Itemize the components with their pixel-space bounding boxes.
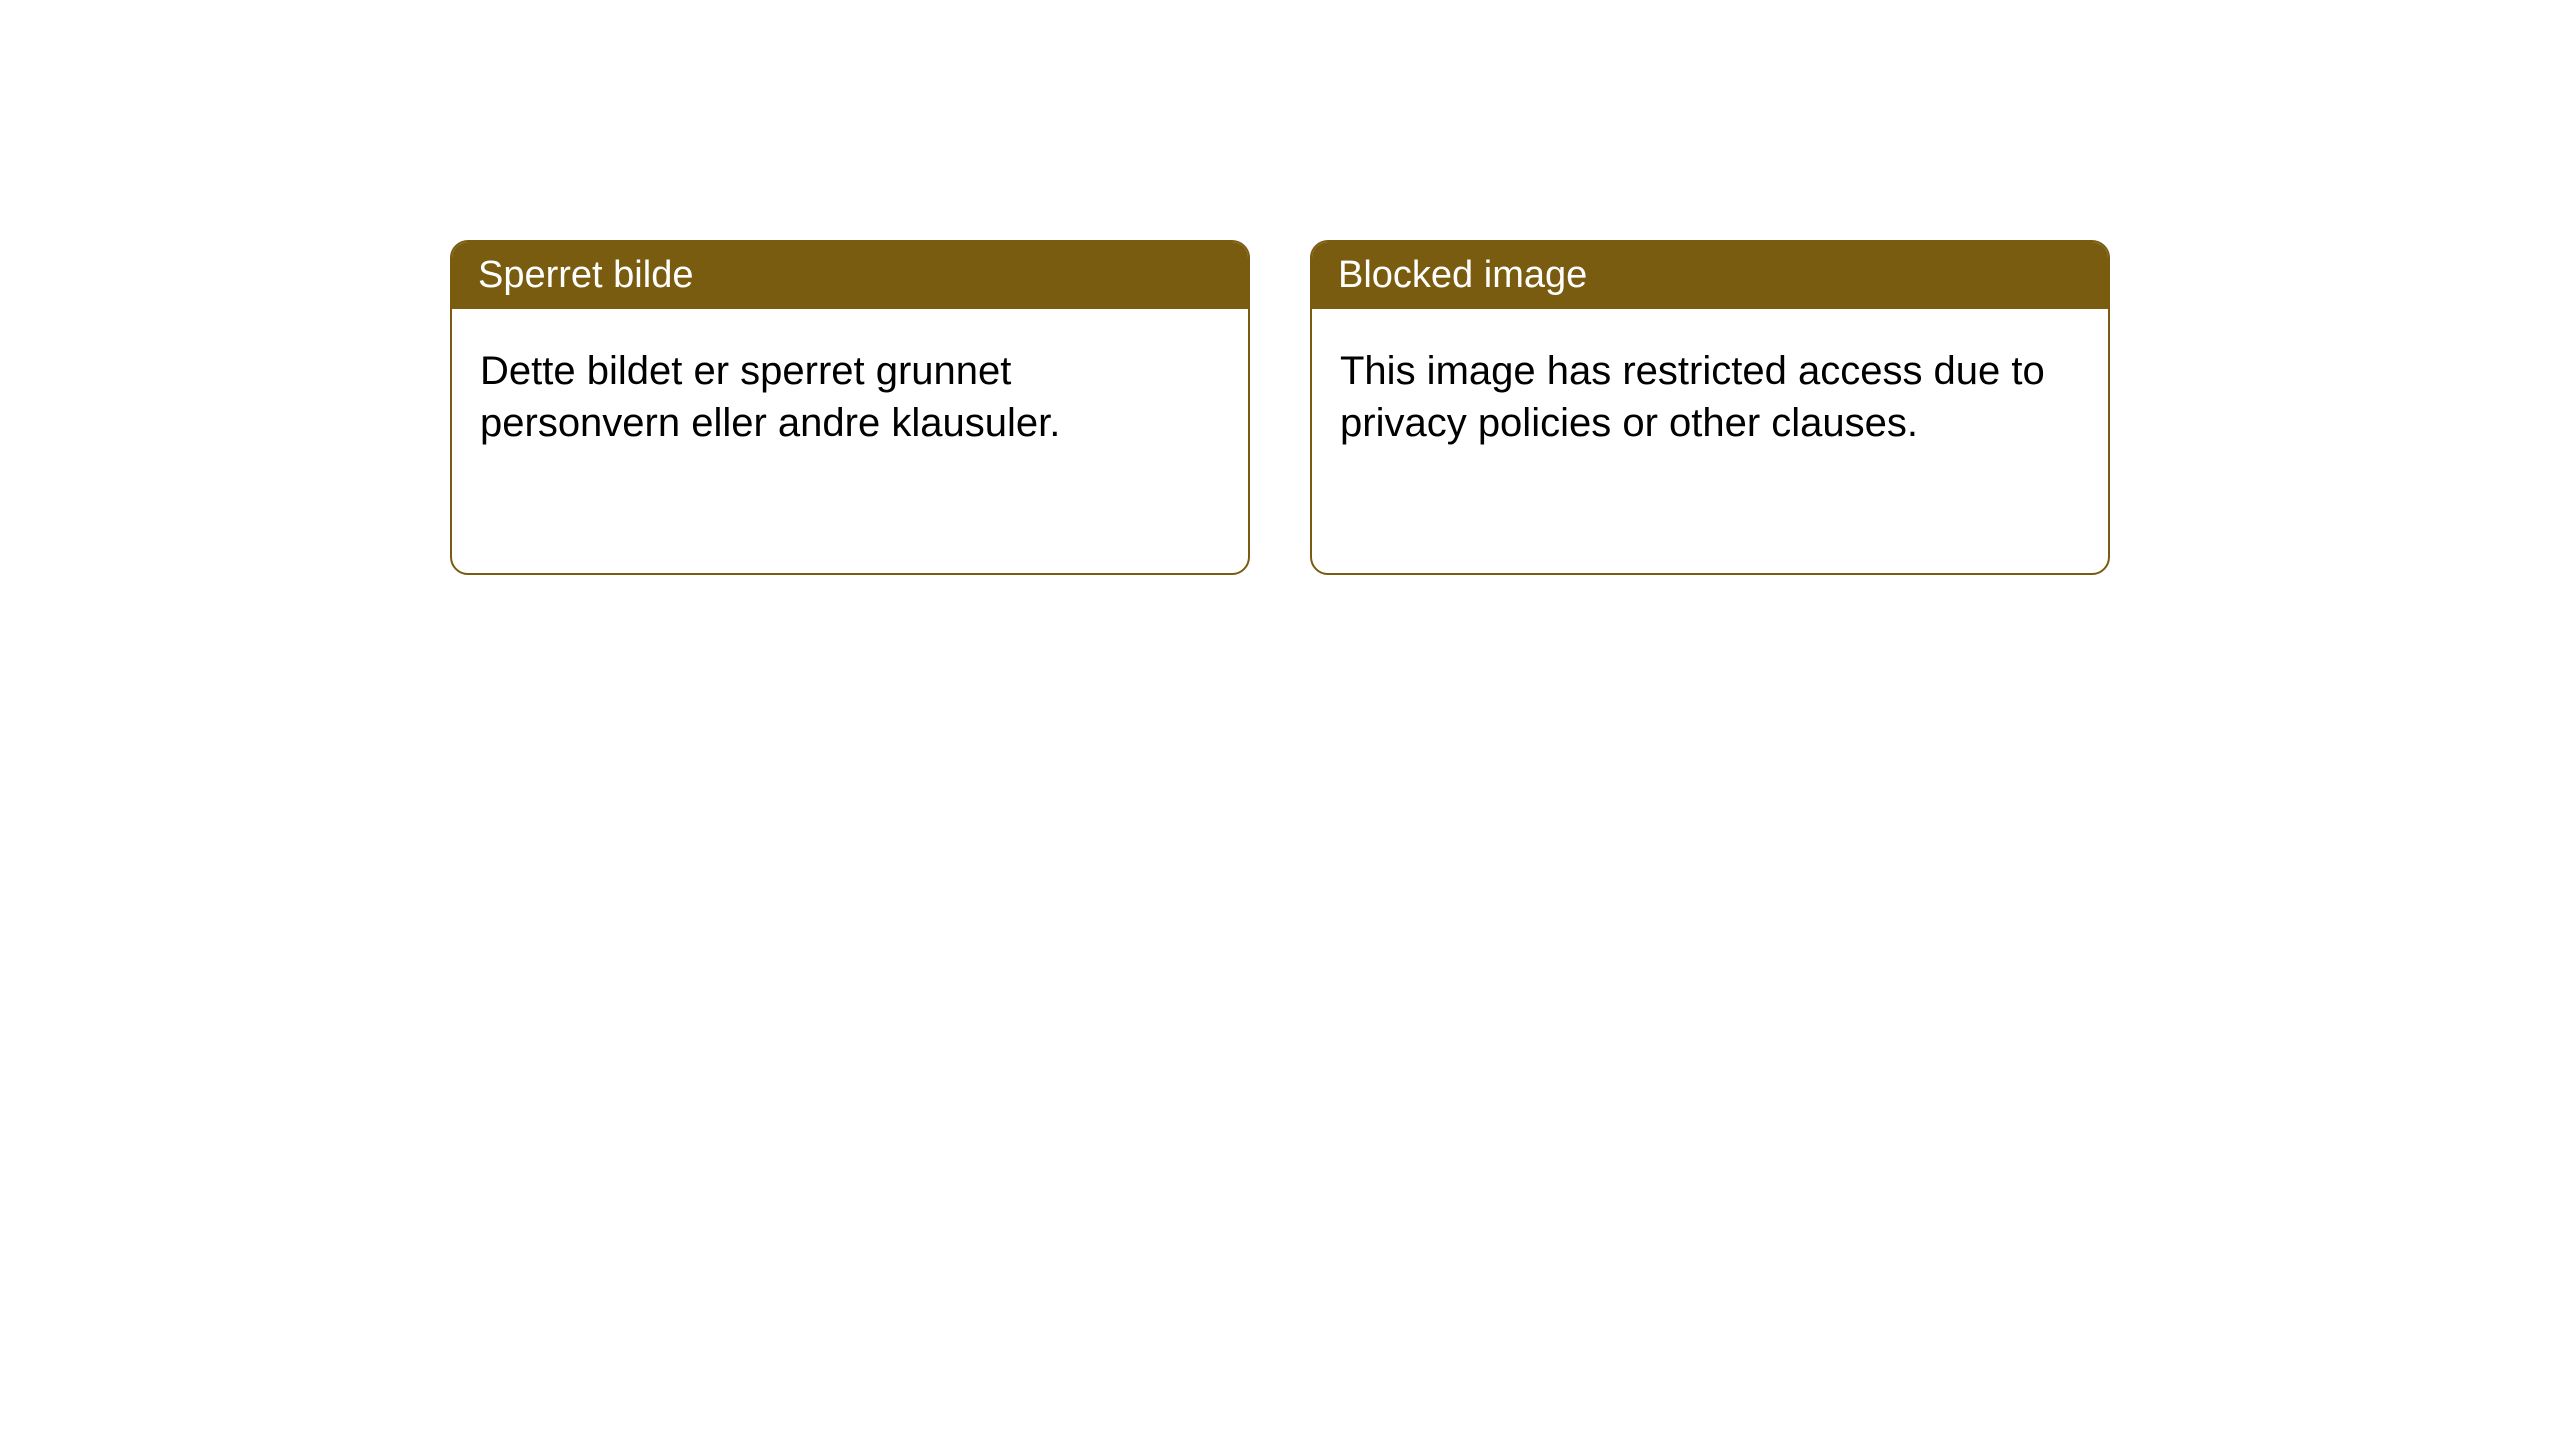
- blocked-image-card-english: Blocked image This image has restricted …: [1310, 240, 2110, 575]
- card-body: Dette bildet er sperret grunnet personve…: [452, 309, 1248, 485]
- cards-container: Sperret bilde Dette bildet er sperret gr…: [450, 240, 2110, 575]
- card-title: Sperret bilde: [452, 242, 1248, 309]
- blocked-image-card-norwegian: Sperret bilde Dette bildet er sperret gr…: [450, 240, 1250, 575]
- card-title: Blocked image: [1312, 242, 2108, 309]
- card-body: This image has restricted access due to …: [1312, 309, 2108, 485]
